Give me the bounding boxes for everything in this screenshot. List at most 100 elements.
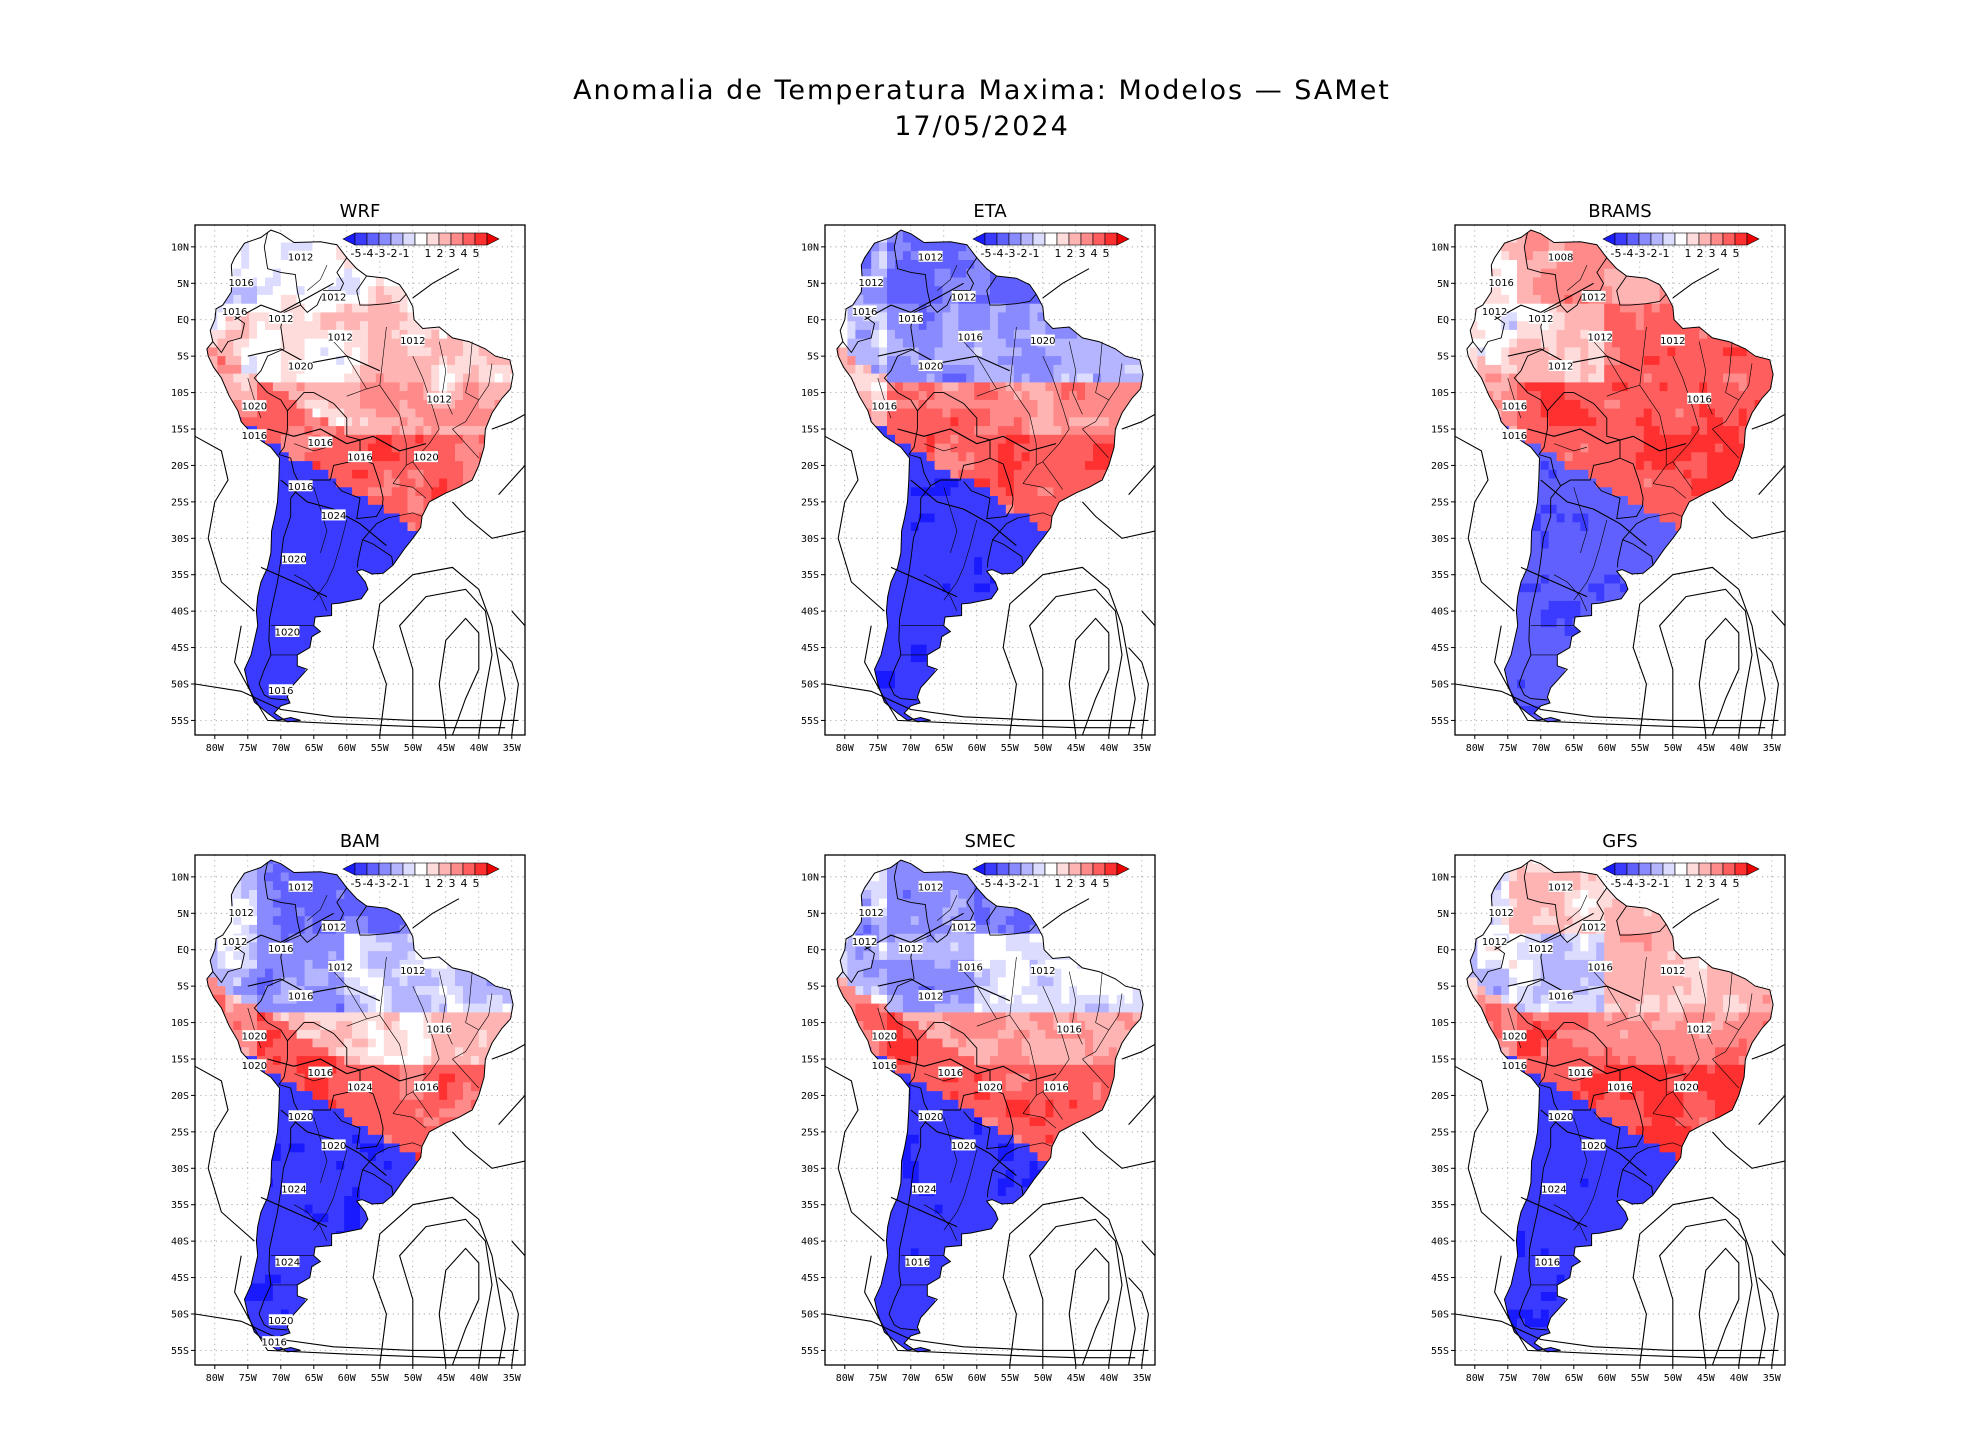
lat-tick-label: 15S [801, 1055, 819, 1066]
lat-tick-label: 35S [171, 1200, 189, 1211]
isobar-label: 1012 [1660, 964, 1686, 977]
svg-text:1016: 1016 [288, 482, 313, 493]
isobar-label: 1020 [242, 1059, 267, 1072]
lon-tick-label: 75W [1499, 743, 1518, 754]
isobar-label: 1012 [321, 920, 346, 933]
colorbar-label: 4 [1091, 247, 1098, 260]
lat-tick-label: 25S [801, 1127, 819, 1138]
lat-tick-label: 30S [171, 1164, 189, 1175]
lat-tick-label: 40S [801, 1237, 819, 1248]
isobar-label: 1016 [228, 276, 254, 289]
isobar-label: 1012 [400, 964, 426, 977]
isobar-label: 1012 [400, 334, 426, 347]
lon-tick-label: 65W [305, 743, 324, 754]
colorbar-label: -4 [993, 247, 1004, 260]
lat-tick-label: 25S [171, 1127, 189, 1138]
colorbar-label: -1 [1029, 877, 1040, 890]
colorbar-label: -3 [1635, 877, 1646, 890]
lat-tick-label: 35S [801, 1200, 819, 1211]
lat-tick-label: 5S [1437, 982, 1449, 993]
lon-tick-label: 70W [272, 743, 291, 754]
isobar-label: 1016 [268, 684, 294, 697]
lat-tick-label: 25S [801, 497, 819, 508]
svg-text:1012: 1012 [1528, 314, 1553, 325]
lon-tick-label: 40W [470, 1373, 489, 1384]
isobar-label: 1012 [918, 880, 943, 893]
colorbar-label: -2 [1017, 247, 1028, 260]
colorbar-label: -5 [351, 247, 362, 260]
isobar-label: 1016 [1502, 400, 1527, 413]
colorbar-label: 1 [1685, 877, 1692, 890]
isobar-label: 1016 [1568, 1066, 1593, 1079]
lat-tick-label: 10N [801, 872, 819, 883]
map-panel-wrf: WRF 1012 1012 1016 1016 1012 1012 1012 1020 1020 1… [150, 190, 570, 754]
isobar-label: 1016 [1535, 1256, 1560, 1269]
isobar-label: 1012 [898, 942, 924, 955]
map-panel-gfs: GFS 1012 1012 1012 1012 1012 1016 1012 1016 1020 1… [1410, 820, 1830, 1384]
lat-tick-label: 20S [1431, 1091, 1449, 1102]
lat-tick-label: 5S [1437, 352, 1449, 363]
isobar-label: 1020 [268, 1314, 294, 1327]
svg-text:1012: 1012 [400, 336, 425, 347]
lat-tick-label: 55S [171, 1346, 189, 1357]
isobar-label: 1012 [951, 920, 976, 933]
lon-tick-label: 60W [338, 743, 357, 754]
lon-tick-label: 55W [1001, 743, 1020, 754]
lat-tick-label: 5N [807, 909, 819, 920]
svg-text:1016: 1016 [1502, 431, 1527, 442]
colorbar-label: 5 [1103, 877, 1110, 890]
isobar-label: 1016 [1056, 1022, 1082, 1035]
lon-tick-label: 50W [1664, 743, 1683, 754]
svg-text:1008: 1008 [1548, 252, 1573, 263]
lat-tick-label: 5N [177, 909, 189, 920]
lon-tick-label: 65W [935, 743, 954, 754]
isobar-label: 1012 [918, 990, 943, 1003]
lon-tick-label: 60W [338, 1373, 357, 1384]
map-svg-smec: SMEC 1012 1012 1012 1012 1012 1016 1012 1012 1020… [801, 831, 1156, 1384]
svg-text:1012: 1012 [1581, 292, 1606, 303]
lon-tick-label: 45W [437, 1373, 456, 1384]
isobar-label: 1012 [1686, 1022, 1712, 1035]
isobar-label: 1016 [872, 1059, 897, 1072]
isobar-label: 1020 [288, 1110, 313, 1123]
isobar-label: 1024 [281, 1183, 307, 1196]
lat-tick-label: 35S [1431, 1200, 1449, 1211]
lon-tick-label: 50W [1034, 1373, 1053, 1384]
isobar-label: 1012 [918, 250, 943, 263]
lat-tick-label: 15S [1431, 1055, 1449, 1066]
map-frame [824, 854, 1156, 1366]
colorbar-label: -2 [387, 247, 398, 260]
lat-tick-label: 40S [1431, 607, 1449, 618]
lon-tick-label: 70W [1532, 743, 1551, 754]
svg-text:1012: 1012 [327, 332, 352, 343]
colorbar-label: 2 [1697, 247, 1704, 260]
svg-text:1016: 1016 [222, 307, 247, 318]
panel-title-wrf: WRF [340, 201, 381, 222]
svg-text:1012: 1012 [1548, 362, 1573, 373]
colorbar-label: 4 [1721, 877, 1728, 890]
isobar-label: 1024 [321, 509, 346, 522]
colorbar-label: 4 [461, 247, 468, 260]
colorbar-label: -1 [399, 877, 410, 890]
lon-tick-label: 80W [1466, 1373, 1485, 1384]
svg-text:1012: 1012 [858, 278, 883, 289]
anomaly-field-gfs [1466, 860, 1774, 1352]
isobar-label: 1020 [242, 1030, 267, 1043]
isobar-label: 1012 [321, 290, 346, 303]
lon-tick-label: 50W [1664, 1373, 1683, 1384]
colorbar-label: -1 [1659, 877, 1670, 890]
colorbar-label: 3 [1709, 877, 1716, 890]
colorbar-label: 5 [1733, 247, 1740, 260]
lon-tick-label: 45W [1067, 743, 1086, 754]
lon-tick-label: 45W [1697, 743, 1716, 754]
isobar-label: 1012 [222, 935, 247, 948]
map-frame [194, 854, 526, 1366]
isobar-label: 1016 [872, 400, 897, 413]
isobar-label: 1016 [905, 1256, 930, 1269]
svg-text:1020: 1020 [288, 362, 313, 373]
colorbar-eta: -5 -4 -3 -2 -1 1 2 3 4 5 [972, 232, 1130, 260]
svg-text:1020: 1020 [918, 362, 943, 373]
isobar-label: 1012 [1488, 906, 1514, 919]
lat-tick-label: 10S [801, 1018, 819, 1029]
lat-tick-label: 5S [807, 982, 819, 993]
